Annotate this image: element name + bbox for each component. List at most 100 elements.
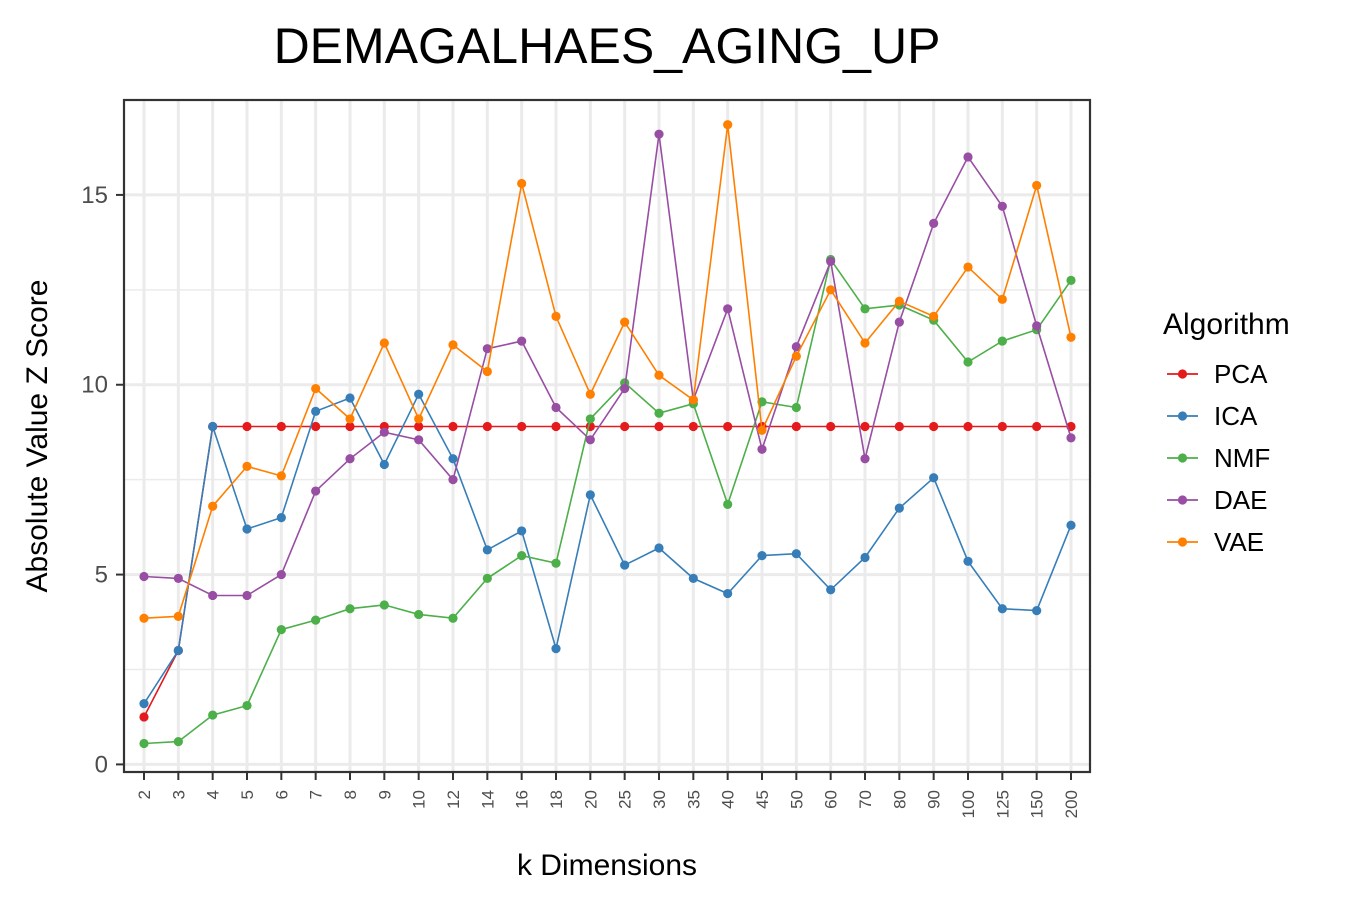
data-point bbox=[860, 454, 870, 464]
data-point bbox=[173, 645, 183, 656]
series-line bbox=[143, 257, 1072, 745]
data-point bbox=[311, 615, 321, 625]
data-point bbox=[448, 340, 458, 350]
legend-item-ica: ICA bbox=[1167, 401, 1258, 431]
data-point bbox=[963, 357, 973, 367]
data-point bbox=[654, 370, 664, 380]
x-axis: 2 3 4 5 6 7 8 9 10 12 14 16 18 20 25 30 35 40 45 50 60 70 80 90… bbox=[135, 772, 1081, 818]
series-nmf bbox=[139, 254, 1076, 749]
data-point bbox=[311, 486, 321, 496]
data-point bbox=[894, 296, 904, 306]
x-tick-label: 30 bbox=[650, 790, 669, 809]
data-point bbox=[311, 406, 321, 416]
data-point bbox=[345, 604, 355, 614]
data-point bbox=[139, 712, 149, 722]
x-tick-label: 40 bbox=[719, 790, 738, 809]
data-point bbox=[860, 421, 870, 432]
data-point bbox=[448, 454, 458, 464]
data-point bbox=[860, 338, 870, 348]
data-point bbox=[242, 590, 252, 601]
data-point bbox=[414, 389, 424, 399]
data-point bbox=[1066, 520, 1076, 530]
data-point bbox=[826, 421, 836, 432]
x-tick-label: 3 bbox=[169, 790, 188, 799]
series-layer bbox=[139, 120, 1076, 749]
data-point bbox=[276, 513, 286, 523]
x-tick-label: 9 bbox=[375, 790, 394, 799]
x-tick-label: 2 bbox=[135, 790, 154, 799]
data-point bbox=[791, 342, 801, 352]
data-point bbox=[688, 395, 698, 405]
data-point bbox=[997, 421, 1007, 432]
x-tick-label: 12 bbox=[444, 790, 463, 809]
data-point bbox=[585, 490, 595, 500]
x-tick-label: 70 bbox=[856, 790, 875, 809]
legend-label: PCA bbox=[1214, 359, 1268, 389]
data-point bbox=[894, 317, 904, 327]
x-tick-label: 45 bbox=[753, 790, 772, 809]
legend-label: NMF bbox=[1214, 443, 1270, 473]
data-point bbox=[345, 414, 355, 424]
x-tick-label: 125 bbox=[993, 790, 1012, 818]
data-point bbox=[894, 421, 904, 432]
data-point bbox=[345, 393, 355, 403]
data-point bbox=[551, 402, 561, 413]
data-point bbox=[826, 585, 836, 595]
data-point bbox=[517, 421, 527, 432]
data-point bbox=[139, 613, 149, 623]
data-point bbox=[448, 421, 458, 432]
data-point bbox=[997, 604, 1007, 614]
data-point bbox=[139, 571, 149, 582]
panel-border bbox=[122, 98, 1092, 774]
data-point bbox=[379, 459, 389, 470]
plot-panel bbox=[122, 98, 1092, 774]
data-point bbox=[1032, 606, 1042, 616]
legend-key-point bbox=[1177, 537, 1188, 547]
data-point bbox=[276, 471, 286, 481]
data-point bbox=[345, 421, 355, 432]
data-point bbox=[414, 414, 424, 424]
data-point bbox=[551, 558, 561, 568]
x-tick-label: 150 bbox=[1028, 790, 1047, 818]
data-point bbox=[929, 421, 939, 432]
data-point bbox=[139, 699, 149, 709]
data-point bbox=[826, 285, 836, 295]
legend-label: ICA bbox=[1214, 401, 1258, 431]
x-tick-label: 25 bbox=[616, 790, 635, 809]
data-point bbox=[482, 573, 492, 583]
data-point bbox=[414, 435, 424, 445]
x-tick-label: 7 bbox=[307, 790, 326, 799]
series-pca bbox=[139, 421, 1076, 722]
data-point bbox=[963, 262, 973, 272]
data-point bbox=[620, 421, 630, 432]
data-point bbox=[929, 218, 939, 228]
data-point bbox=[311, 383, 321, 394]
data-point bbox=[551, 311, 561, 322]
data-point bbox=[620, 383, 630, 394]
data-point bbox=[414, 421, 424, 432]
data-point bbox=[723, 421, 733, 432]
data-point bbox=[311, 421, 321, 432]
data-point bbox=[791, 421, 801, 432]
data-point bbox=[517, 550, 527, 561]
legend-label: DAE bbox=[1214, 485, 1267, 515]
data-point bbox=[860, 304, 870, 314]
data-point bbox=[757, 550, 767, 561]
y-axis-title: Absolute Value Z Score bbox=[21, 280, 54, 593]
data-point bbox=[654, 543, 664, 553]
chart-title: DEMAGALHAES_AGING_UP bbox=[274, 18, 941, 74]
data-point bbox=[585, 435, 595, 445]
data-point bbox=[997, 294, 1007, 304]
x-tick-label: 50 bbox=[787, 790, 806, 809]
data-point bbox=[379, 600, 389, 610]
data-point bbox=[276, 625, 286, 635]
legend-key-point bbox=[1177, 453, 1188, 463]
legend-key-point bbox=[1177, 369, 1188, 379]
data-point bbox=[551, 644, 561, 654]
data-point bbox=[517, 178, 527, 189]
data-point bbox=[208, 710, 218, 720]
legend-key-point bbox=[1177, 411, 1188, 421]
legend-item-pca: PCA bbox=[1167, 359, 1268, 389]
data-point bbox=[242, 421, 252, 432]
